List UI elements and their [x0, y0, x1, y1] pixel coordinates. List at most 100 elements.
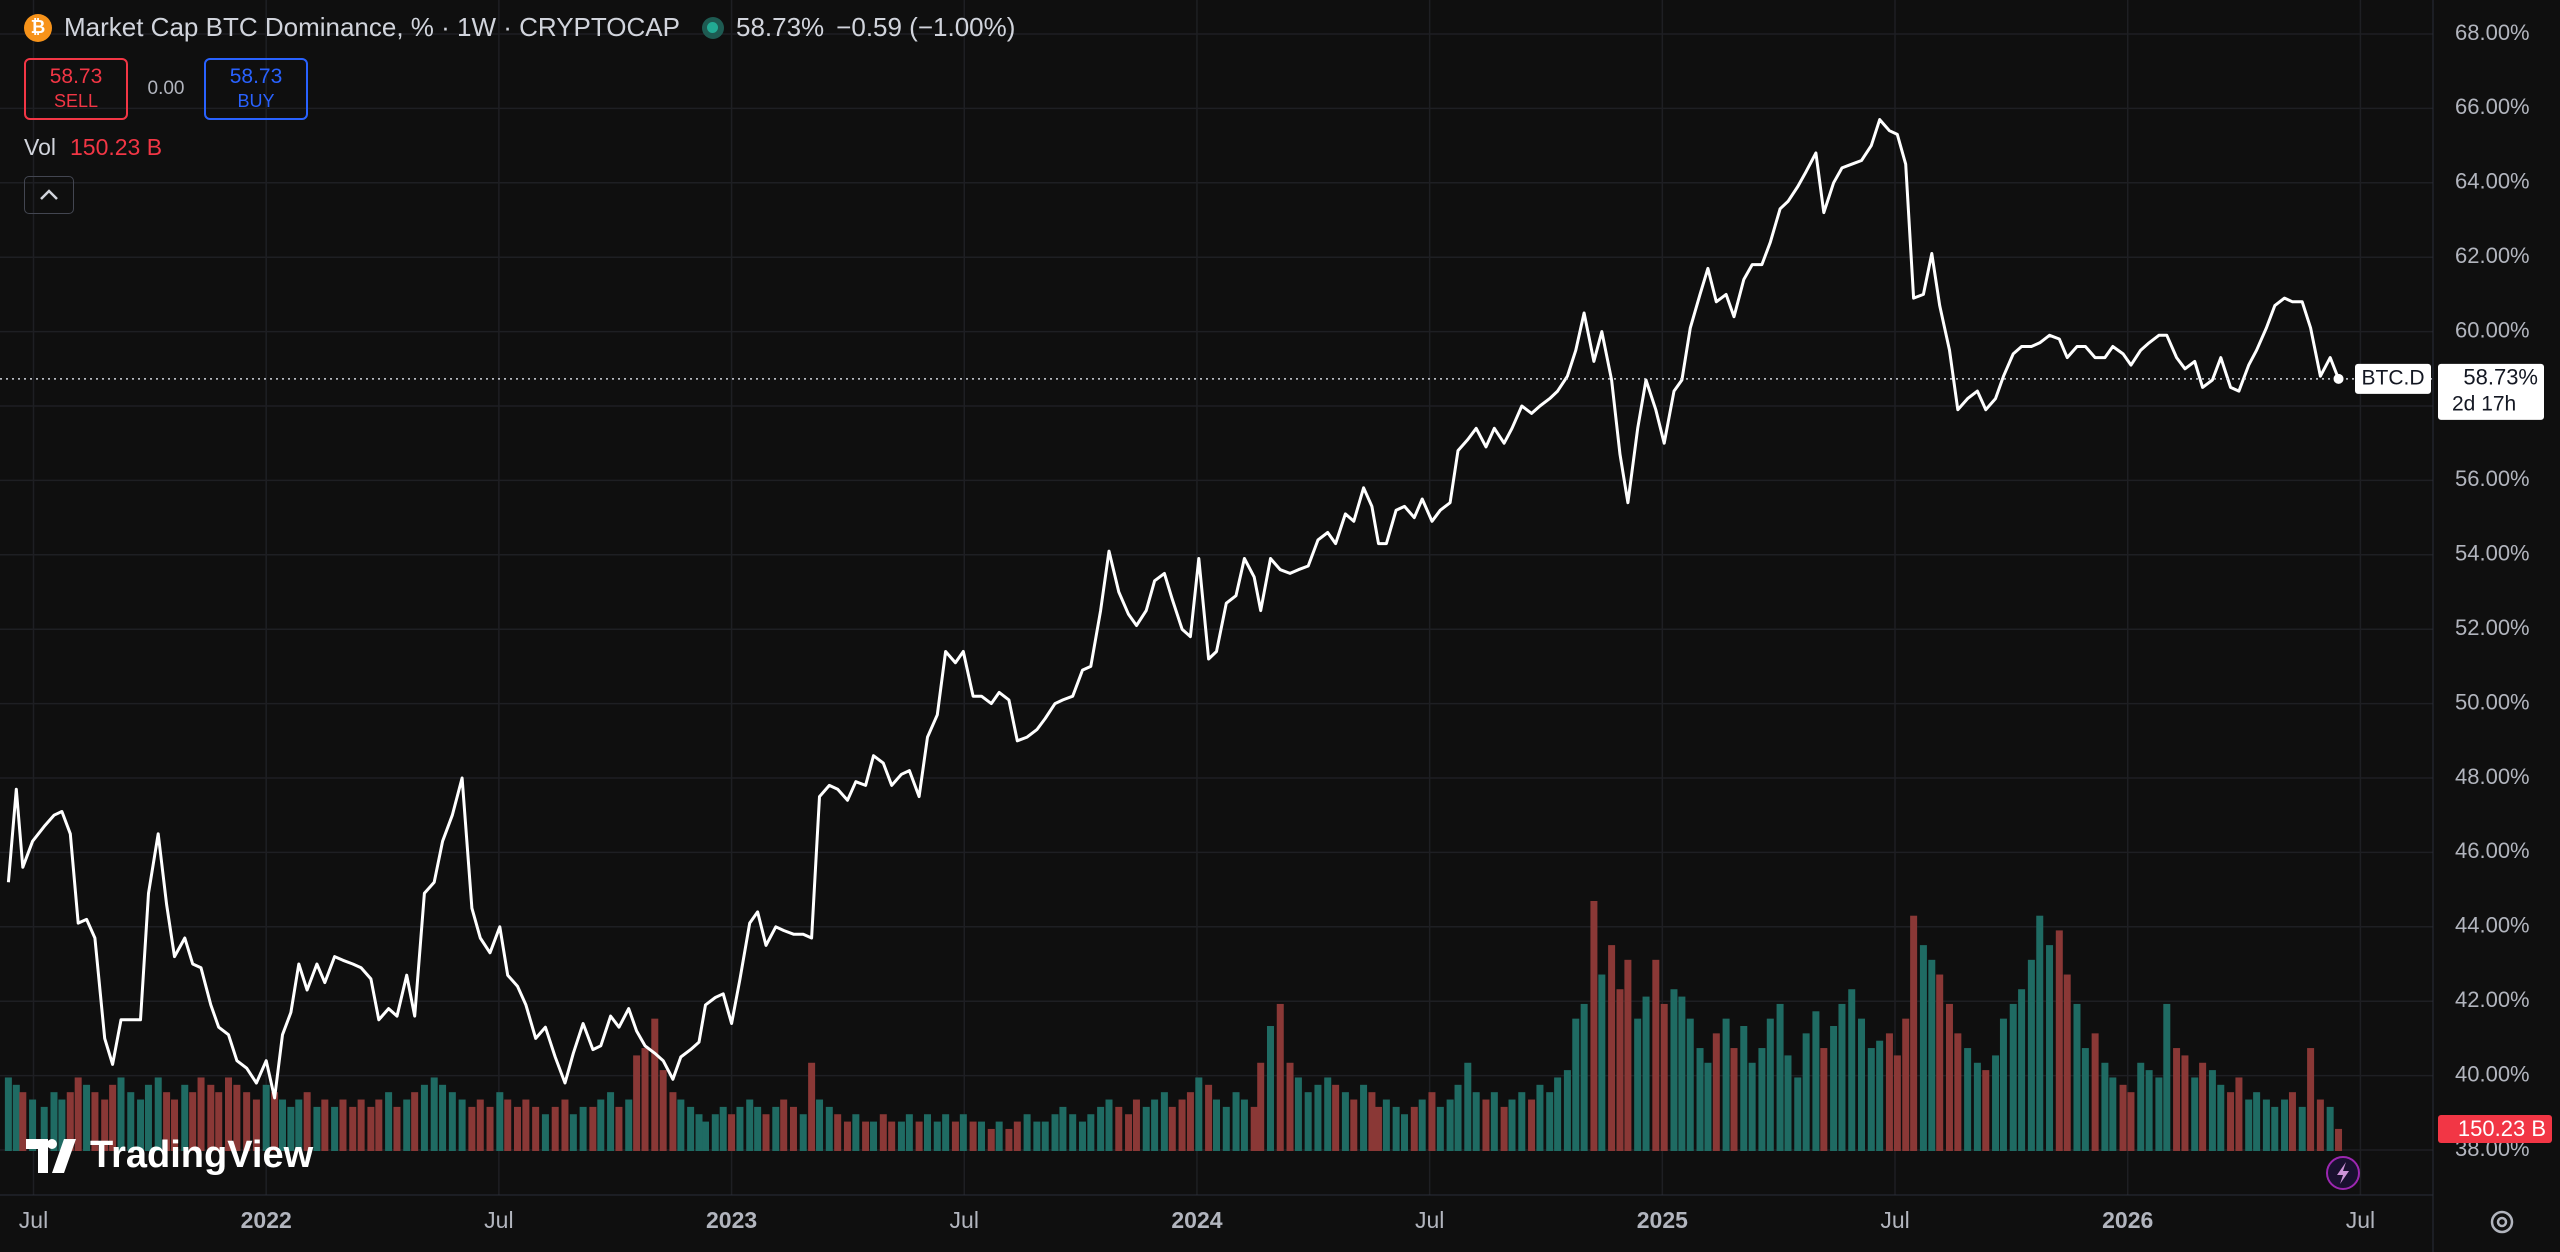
volume-bar [1464, 1062, 1472, 1151]
volume-bar [843, 1121, 851, 1151]
volume-bar [825, 1106, 833, 1151]
volume-bar [1686, 1018, 1694, 1151]
volume-bar [40, 1106, 48, 1151]
volume-bar [458, 1099, 466, 1151]
volume-bar [1848, 989, 1856, 1151]
volume-bar [154, 1077, 162, 1151]
volume-bar [2253, 1092, 2261, 1151]
volume-pane [4, 901, 2343, 1151]
volume-bar [197, 1077, 205, 1151]
last-point [2333, 373, 2344, 384]
lightning-icon[interactable] [2326, 1156, 2360, 1190]
volume-bar [1876, 1040, 1884, 1151]
volume-bar [651, 1018, 659, 1151]
market-status[interactable] [701, 16, 724, 39]
volume-bar [2199, 1062, 2207, 1151]
x-tick-label: Jul [2346, 1207, 2375, 1233]
y-tick-label: 48.00% [2455, 764, 2530, 789]
volume-bar [252, 1099, 260, 1151]
x-tick-label: Jul [950, 1207, 979, 1233]
volume-bar [19, 1092, 27, 1151]
y-tick-label: 60.00% [2455, 317, 2530, 342]
volume-bar [91, 1092, 99, 1151]
volume-bar [532, 1106, 540, 1151]
volume-bar [1670, 989, 1678, 1151]
volume-bar [1160, 1092, 1168, 1151]
volume-bar [448, 1092, 456, 1151]
volume-bar [1033, 1121, 1041, 1151]
volume-bar [641, 1048, 649, 1151]
volume-bar [951, 1121, 959, 1151]
volume-bar [1838, 1003, 1846, 1151]
volume-bar [2018, 989, 2026, 1151]
y-tick-label: 56.00% [2455, 466, 2530, 491]
volume-bar [393, 1106, 401, 1151]
volume-bar [375, 1099, 383, 1151]
volume-bar [2235, 1077, 2243, 1151]
volume-bar [1608, 945, 1616, 1151]
collapse-button[interactable] [24, 176, 74, 214]
volume-bar [987, 1128, 995, 1151]
x-tick-label: Jul [19, 1207, 48, 1233]
price-tag-bg [2438, 363, 2544, 420]
volume-bar [2101, 1062, 2109, 1151]
volume-bar [1401, 1114, 1409, 1151]
volume-bar [1276, 1003, 1284, 1151]
price-change: −0.59 (−1.00%) [836, 12, 1016, 42]
volume-bar [669, 1092, 677, 1151]
volume-bar [385, 1092, 393, 1151]
settings-icon[interactable] [2490, 1210, 2514, 1234]
volume-bar [1005, 1128, 1013, 1151]
volume-bar [420, 1084, 428, 1151]
volume-bar [1115, 1106, 1123, 1151]
volume-bar [1023, 1114, 1031, 1151]
volume-bar [2027, 959, 2035, 1151]
y-tick-label: 64.00% [2455, 169, 2530, 194]
volume-bar [607, 1092, 615, 1151]
volume-bar [287, 1106, 295, 1151]
price-tag: 58.73% [2463, 365, 2538, 390]
volume-bar [1858, 1018, 1866, 1151]
volume-bar [1766, 1018, 1774, 1151]
volume-bar [144, 1084, 152, 1151]
volume-bar [233, 1084, 241, 1151]
volume-bar [1360, 1084, 1368, 1151]
buy-button[interactable]: 58.73 BUY [204, 58, 308, 120]
volume-bar [561, 1099, 569, 1151]
volume-bar [1748, 1062, 1756, 1151]
volume-bar [1572, 1018, 1580, 1151]
y-tick-label: 44.00% [2455, 913, 2530, 938]
volume-bar [101, 1099, 109, 1151]
volume-bar [816, 1099, 824, 1151]
volume-bar [2191, 1077, 2199, 1151]
volume-bar [2055, 930, 2063, 1151]
volume-bar [1528, 1099, 1536, 1151]
volume-bar [181, 1084, 189, 1151]
price-pane [0, 118, 2433, 1100]
volume-bar [189, 1092, 197, 1151]
volume-bar [1590, 901, 1598, 1151]
y-tick-label: 68.00% [2455, 20, 2530, 45]
volume-bar [625, 1099, 633, 1151]
series-name-tag: BTC.D [2362, 366, 2425, 389]
volume-bar [1013, 1121, 1021, 1151]
volume-bar [1286, 1062, 1294, 1151]
volume-bar [1051, 1114, 1059, 1151]
volume-bar [1132, 1099, 1140, 1151]
volume-bar [2181, 1055, 2189, 1151]
volume-bar [711, 1114, 719, 1151]
y-tick-label: 62.00% [2455, 243, 2530, 268]
countdown: 2d 17h [2452, 392, 2516, 415]
volume-bar [2081, 1048, 2089, 1151]
volume-bar [1125, 1114, 1133, 1151]
x-tick-label: 2023 [706, 1207, 757, 1233]
trade-buttons: 58.73 SELL 0.00 58.73 BUY [24, 58, 308, 120]
volume-bar [2109, 1077, 2117, 1151]
volume-bar [1482, 1099, 1490, 1151]
sell-button[interactable]: 58.73 SELL [24, 58, 128, 120]
volume-bar [1802, 1033, 1810, 1151]
volume-bar [1078, 1121, 1086, 1151]
volume-bar [127, 1092, 135, 1151]
volume-bar [1332, 1084, 1340, 1151]
